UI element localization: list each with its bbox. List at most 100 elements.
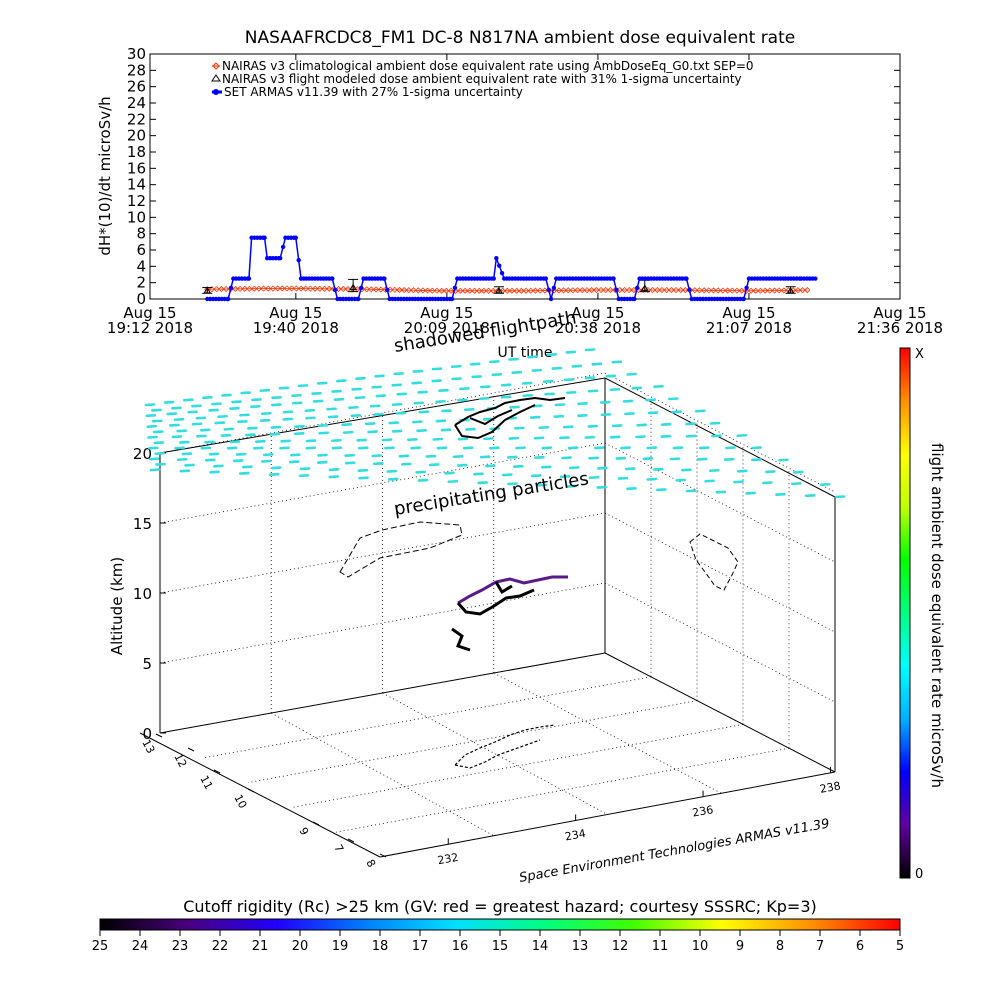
particle-mark	[331, 446, 343, 450]
cutoff-colorbar	[99, 918, 901, 931]
particle-mark	[151, 408, 162, 412]
particle-mark	[562, 425, 574, 429]
particle-mark	[469, 362, 481, 366]
particle-mark	[709, 468, 720, 473]
lat-ticks: 8 7 9 10 11 12 13	[139, 733, 387, 870]
climatological-point	[471, 287, 478, 294]
particle-mark	[407, 438, 418, 442]
series-nairas-flight	[202, 278, 796, 294]
particle-mark	[344, 461, 356, 465]
particle-mark	[660, 434, 672, 438]
particle-mark	[375, 394, 387, 398]
climatological-point	[738, 287, 745, 294]
climatological-point	[246, 285, 253, 292]
particle-mark	[527, 355, 538, 359]
climatological-point	[569, 287, 576, 294]
particle-mark	[685, 422, 696, 426]
climatological-point	[804, 287, 811, 294]
particle-mark	[393, 372, 404, 376]
cutoff-tick-label: 10	[692, 939, 709, 954]
climatological-point	[237, 285, 244, 292]
particle-mark	[415, 470, 426, 474]
particle-mark	[436, 446, 448, 450]
cutoff-tick-label: 19	[332, 939, 349, 954]
climatological-point	[551, 287, 558, 294]
particle-mark	[571, 364, 583, 368]
particle-mark	[311, 391, 322, 395]
particle-mark	[457, 437, 469, 441]
climatological-point	[391, 286, 398, 293]
particle-mark	[521, 381, 533, 385]
lon-tick-label: 236	[691, 803, 714, 819]
particle-mark	[371, 385, 382, 389]
particle-mark	[412, 369, 424, 373]
particle-mark	[491, 373, 503, 377]
particle-mark	[181, 452, 193, 456]
cutoff-tick-label: 11	[652, 939, 669, 954]
climatological-point	[583, 287, 591, 294]
climatological-point	[532, 287, 539, 294]
lat-tick-label: 13	[139, 737, 157, 755]
particle-mark	[588, 475, 600, 480]
armas-point	[684, 276, 689, 281]
particle-mark	[591, 362, 603, 366]
x-tick-time: 21:07 2018	[706, 319, 792, 337]
climatological-point	[321, 285, 328, 292]
armas-point	[499, 270, 505, 276]
altitude-tick-label: 15	[133, 515, 152, 533]
climatological-point	[265, 285, 272, 292]
climatological-point	[644, 286, 651, 294]
particle-mark	[412, 420, 423, 424]
climatological-point	[283, 285, 291, 292]
particle-mark	[711, 434, 722, 438]
particle-mark	[611, 360, 623, 364]
particle-mark	[226, 446, 238, 450]
particle-mark	[762, 481, 773, 485]
particle-mark	[213, 464, 224, 468]
particle-mark	[609, 435, 621, 439]
armas-point	[611, 276, 616, 281]
particle-mark	[736, 433, 748, 438]
cutoff-title: Cutoff rigidity (Rc) >25 km (GV: red = g…	[183, 897, 817, 916]
climatological-point	[710, 287, 717, 294]
particle-mark	[636, 423, 647, 427]
cutoff-tick-label: 9	[736, 939, 744, 954]
particle-mark	[152, 430, 164, 434]
climatological-point	[522, 287, 530, 294]
particle-mark	[530, 474, 542, 478]
particle-mark	[431, 379, 442, 383]
particle-mark	[153, 441, 165, 445]
particle-mark	[596, 466, 608, 470]
particle-mark	[316, 381, 328, 385]
particle-mark	[642, 457, 654, 461]
climatological-point	[476, 287, 483, 294]
y-tick-label: 16	[127, 159, 146, 177]
climatological-point	[705, 287, 712, 294]
particle-mark	[626, 486, 637, 491]
particle-mark	[465, 427, 476, 431]
armas-point	[452, 285, 458, 290]
particle-mark	[237, 420, 248, 424]
particle-mark	[565, 350, 577, 354]
y-tick-label: 18	[127, 143, 146, 161]
particle-mark	[417, 390, 428, 394]
particle-mark	[298, 474, 310, 478]
particle-mark	[291, 401, 303, 405]
particle-mark	[312, 399, 324, 403]
y-tick-label: 12	[127, 192, 146, 210]
particle-mark	[169, 423, 180, 427]
armas-point	[744, 285, 749, 290]
cutoff-tick-label: 6	[856, 939, 864, 954]
climatological-point	[260, 285, 267, 292]
particle-mark	[660, 422, 672, 427]
climatological-point	[462, 287, 469, 294]
dose-colorbar	[899, 347, 911, 879]
climatological-point	[208, 286, 216, 293]
armas-point	[551, 285, 557, 290]
armas-point	[382, 276, 387, 281]
particle-mark	[386, 469, 398, 473]
cutoff-tick-label: 24	[132, 939, 149, 954]
particle-mark	[544, 392, 555, 396]
particle-mark	[328, 475, 339, 479]
